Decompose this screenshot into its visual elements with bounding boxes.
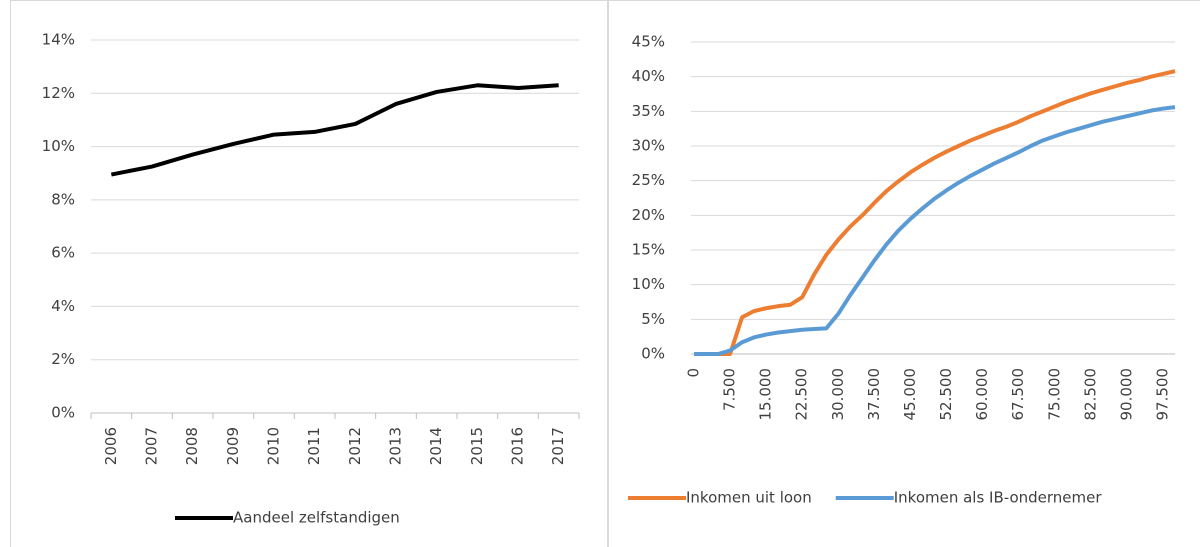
- x-tick-label: 15.000: [757, 368, 775, 421]
- y-tick-label: 40%: [632, 67, 665, 85]
- data-line: [694, 105, 1176, 356]
- y-tick-label: 35%: [632, 102, 665, 120]
- legend-label: Inkomen uit loon: [686, 489, 812, 507]
- x-tick-label: 2006: [102, 427, 120, 465]
- x-tick-label: 0: [685, 368, 703, 378]
- y-tick-label: 14%: [42, 31, 75, 49]
- y-tick-label: 2%: [51, 350, 75, 368]
- y-tick-label: 6%: [51, 244, 75, 262]
- x-tick-label: 2016: [509, 427, 527, 465]
- data-line: [110, 83, 559, 177]
- x-tick-label: 2013: [387, 427, 405, 465]
- x-tick-label: 22.500: [793, 368, 811, 421]
- y-tick-label: 4%: [51, 297, 75, 315]
- x-tick-label: 2008: [183, 427, 201, 465]
- y-tick-label: 0%: [51, 404, 75, 422]
- y-tick-label: 20%: [632, 206, 665, 224]
- x-tick-label: 45.000: [901, 368, 919, 421]
- y-tick-label: 8%: [51, 190, 75, 208]
- legend-label: Inkomen als IB-ondernemer: [894, 489, 1103, 507]
- x-tick-label: 82.500: [1081, 368, 1099, 421]
- x-tick-label: 2011: [305, 427, 323, 465]
- x-tick-label: 75.000: [1045, 368, 1063, 421]
- legend-label: Aandeel zelfstandigen: [233, 509, 400, 527]
- y-tick-label: 12%: [42, 84, 75, 102]
- x-tick-label: 2007: [143, 427, 161, 465]
- y-tick-label: 45%: [632, 33, 665, 51]
- y-tick-label: 30%: [632, 137, 665, 155]
- x-tick-label: 67.500: [1009, 368, 1027, 421]
- x-tick-label: 2010: [265, 427, 283, 465]
- x-tick-label: 30.000: [829, 368, 847, 421]
- x-tick-label: 2012: [346, 427, 364, 465]
- x-tick-label: 90.000: [1117, 368, 1135, 421]
- x-tick-label: 60.000: [973, 368, 991, 421]
- y-tick-label: 10%: [42, 137, 75, 155]
- y-tick-label: 0%: [641, 345, 665, 363]
- left-panel: [10, 0, 608, 547]
- y-tick-label: 5%: [641, 310, 665, 328]
- x-tick-label: 2014: [427, 427, 445, 465]
- x-tick-label: 2015: [468, 427, 486, 465]
- right-panel: [608, 0, 1200, 547]
- data-line: [694, 69, 1176, 356]
- y-tick-label: 15%: [632, 241, 665, 259]
- x-tick-label: 97.500: [1153, 368, 1171, 421]
- x-tick-label: 2017: [549, 427, 567, 465]
- x-tick-label: 7.500: [721, 368, 739, 411]
- y-tick-label: 25%: [632, 171, 665, 189]
- y-tick-label: 10%: [632, 275, 665, 293]
- x-tick-label: 52.500: [937, 368, 955, 421]
- x-tick-label: 2009: [224, 427, 242, 465]
- x-tick-label: 37.500: [865, 368, 883, 421]
